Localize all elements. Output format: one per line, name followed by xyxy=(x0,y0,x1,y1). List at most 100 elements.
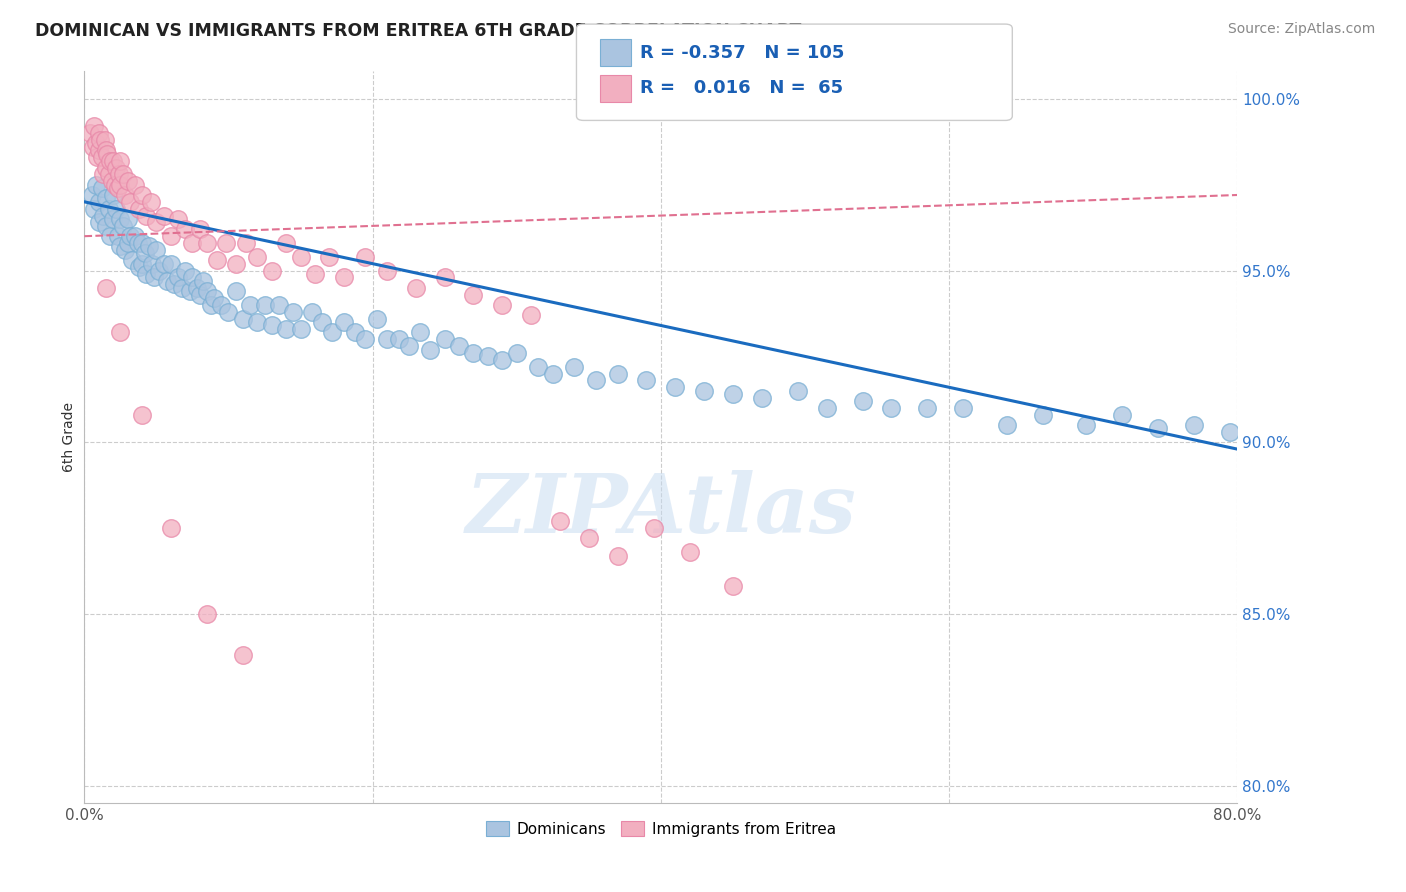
Point xyxy=(112,167,135,181)
Point xyxy=(108,167,131,181)
Point xyxy=(311,315,333,329)
Point xyxy=(239,298,262,312)
Point xyxy=(94,281,117,295)
Point xyxy=(1147,421,1170,435)
Point xyxy=(128,260,150,274)
Point xyxy=(606,549,628,563)
Legend: Dominicans, Immigrants from Eritrea: Dominicans, Immigrants from Eritrea xyxy=(479,814,842,843)
Point xyxy=(114,188,136,202)
Point xyxy=(131,235,153,250)
Point xyxy=(235,235,257,250)
Point xyxy=(578,532,600,546)
Point xyxy=(117,174,139,188)
Text: ZIPAtlas: ZIPAtlas xyxy=(465,470,856,550)
Point xyxy=(94,144,117,158)
Point xyxy=(160,257,183,271)
Point xyxy=(304,267,326,281)
Point xyxy=(344,326,367,340)
Point xyxy=(87,144,110,158)
Point xyxy=(127,235,149,250)
Point xyxy=(354,250,377,264)
Point xyxy=(202,291,225,305)
Text: DOMINICAN VS IMMIGRANTS FROM ERITREA 6TH GRADE CORRELATION CHART: DOMINICAN VS IMMIGRANTS FROM ERITREA 6TH… xyxy=(35,22,801,40)
Point xyxy=(167,212,190,227)
Point xyxy=(209,298,232,312)
Point xyxy=(105,161,128,175)
Point xyxy=(107,229,129,244)
Point xyxy=(139,194,162,209)
Point xyxy=(91,209,114,223)
Point xyxy=(112,219,135,233)
Point xyxy=(103,188,124,202)
Point xyxy=(218,304,240,318)
Point xyxy=(1247,428,1270,442)
Point xyxy=(548,514,571,528)
Point xyxy=(195,235,218,250)
Point xyxy=(917,401,939,415)
Point xyxy=(103,212,124,227)
Point xyxy=(124,229,146,244)
Point xyxy=(375,263,398,277)
Point xyxy=(232,311,254,326)
Point xyxy=(643,521,665,535)
Point xyxy=(128,202,150,216)
Point xyxy=(152,209,174,223)
Point xyxy=(276,322,298,336)
Point xyxy=(721,579,744,593)
Point xyxy=(405,281,427,295)
Point xyxy=(1032,408,1054,422)
Point xyxy=(110,153,132,168)
Point xyxy=(90,150,112,164)
Point xyxy=(366,311,388,326)
Point xyxy=(142,270,165,285)
Point xyxy=(491,352,513,367)
Point xyxy=(387,332,409,346)
Point xyxy=(232,648,254,662)
Point xyxy=(121,253,143,268)
Point xyxy=(131,257,153,271)
Point xyxy=(463,287,485,301)
Point xyxy=(246,250,269,264)
Point xyxy=(880,401,903,415)
Point xyxy=(606,367,628,381)
Point xyxy=(135,267,157,281)
Point xyxy=(188,222,211,236)
Point xyxy=(148,263,170,277)
Text: R =   0.016   N =  65: R = 0.016 N = 65 xyxy=(640,79,842,97)
Point xyxy=(321,326,343,340)
Point xyxy=(89,133,111,147)
Point xyxy=(120,194,142,209)
Point xyxy=(188,287,211,301)
Point xyxy=(186,281,208,295)
Point xyxy=(155,274,177,288)
Point xyxy=(1074,418,1097,433)
Point xyxy=(290,322,312,336)
Point xyxy=(97,167,120,181)
Point xyxy=(84,136,107,151)
Point xyxy=(179,284,201,298)
Point xyxy=(167,270,190,285)
Point xyxy=(585,373,607,387)
Point xyxy=(114,243,136,257)
Point xyxy=(80,188,103,202)
Point xyxy=(205,253,228,268)
Point xyxy=(104,178,127,192)
Point xyxy=(225,284,247,298)
Point xyxy=(852,394,875,409)
Point xyxy=(163,277,186,292)
Point xyxy=(260,318,283,333)
Point xyxy=(636,373,658,387)
Point xyxy=(110,239,132,253)
Point xyxy=(491,298,513,312)
Point xyxy=(952,401,974,415)
Point xyxy=(419,343,441,357)
Point xyxy=(93,133,115,147)
Point xyxy=(520,308,543,322)
Point xyxy=(267,298,290,312)
Point xyxy=(117,235,139,250)
Point xyxy=(333,270,356,285)
Point xyxy=(134,246,156,260)
Point xyxy=(246,315,269,329)
Point xyxy=(1284,435,1306,450)
Point xyxy=(97,202,120,216)
